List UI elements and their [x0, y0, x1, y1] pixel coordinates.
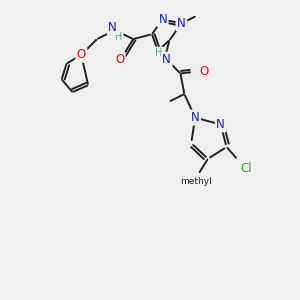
- Text: O: O: [200, 65, 208, 78]
- Text: O: O: [115, 53, 124, 66]
- Text: N: N: [177, 17, 186, 30]
- Text: N: N: [108, 21, 117, 34]
- Text: N: N: [216, 118, 225, 131]
- Text: methyl: methyl: [180, 177, 212, 186]
- Text: H: H: [115, 32, 122, 42]
- Text: H: H: [155, 48, 163, 58]
- Text: N: N: [158, 13, 167, 26]
- Text: O: O: [77, 48, 86, 61]
- Text: N: N: [191, 111, 200, 124]
- Text: Cl: Cl: [240, 162, 252, 175]
- Text: N: N: [162, 53, 171, 66]
